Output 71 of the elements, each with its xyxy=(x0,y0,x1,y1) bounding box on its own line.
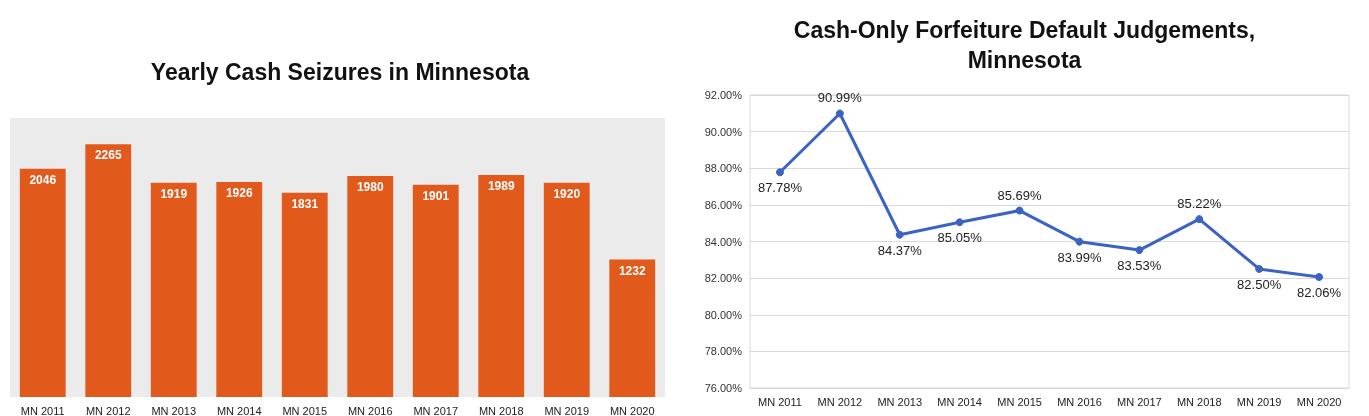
x-tick-label: MN 2017 xyxy=(1117,395,1162,408)
data-label: 2046 xyxy=(29,172,57,187)
x-tick-label: MN 2016 xyxy=(1057,395,1102,408)
x-tick-label: MN 2020 xyxy=(1296,395,1342,408)
x-tick-label: MN 2017 xyxy=(413,404,459,416)
data-label: 82.06% xyxy=(1297,285,1342,301)
point xyxy=(775,168,784,177)
x-tick-label: MN 2012 xyxy=(85,404,131,416)
data-label: 85.05% xyxy=(937,230,983,246)
data-label: 85.69% xyxy=(997,187,1043,203)
data-label: 1980 xyxy=(356,180,384,195)
bar xyxy=(281,192,328,397)
x-tick-label: MN 2011 xyxy=(20,404,65,416)
data-label: 1901 xyxy=(422,188,450,203)
x-tick-label: MN 2018 xyxy=(478,404,524,416)
data-label: 1831 xyxy=(291,196,319,211)
x-tick-label: MN 2019 xyxy=(1236,395,1282,408)
y-tick-label: 82.00% xyxy=(704,272,743,285)
x-tick-label: MN 2011 xyxy=(758,395,802,408)
chart-title: Yearly Cash Seizures in Minnesota xyxy=(150,59,530,85)
point xyxy=(1255,264,1264,273)
x-tick-label: MN 2020 xyxy=(609,404,655,416)
data-label: 87.78% xyxy=(757,180,803,196)
point xyxy=(1195,215,1204,224)
data-label: 90.99% xyxy=(817,90,863,106)
x-tick-label: MN 2019 xyxy=(544,404,590,416)
data-label: 2265 xyxy=(94,148,122,163)
x-tick-label: MN 2013 xyxy=(151,404,197,416)
bar xyxy=(19,168,66,397)
data-label: 1926 xyxy=(225,186,253,201)
bar xyxy=(478,175,525,397)
data-label: 83.53% xyxy=(1117,258,1162,274)
point xyxy=(895,230,904,239)
y-tick-label: 78.00% xyxy=(704,345,743,358)
x-tick-label: MN 2016 xyxy=(347,404,393,416)
chart-title: Cash-Only Forfeiture Default Judgements, Minnesota xyxy=(793,17,1256,73)
y-tick-label: 88.00% xyxy=(704,162,743,175)
point xyxy=(1135,246,1144,255)
bar xyxy=(412,184,459,397)
bar xyxy=(150,182,197,397)
point xyxy=(1315,273,1324,282)
bar xyxy=(609,259,656,397)
y-tick-label: 90.00% xyxy=(704,125,743,138)
bar xyxy=(85,144,132,397)
data-label: 1989 xyxy=(487,179,515,194)
data-label: 1232 xyxy=(618,263,646,278)
y-tick-label: 84.00% xyxy=(704,235,743,248)
data-label: 84.37% xyxy=(877,242,923,258)
bar xyxy=(216,182,263,397)
bar xyxy=(543,182,590,397)
data-label: 82.50% xyxy=(1237,276,1282,292)
y-tick-label: 76.00% xyxy=(704,382,743,394)
point xyxy=(955,218,964,227)
data-label: 1919 xyxy=(160,186,188,201)
x-tick-label: MN 2015 xyxy=(997,395,1042,408)
x-tick-label: MN 2012 xyxy=(817,395,863,408)
y-tick-label: 80.00% xyxy=(704,308,743,321)
data-label: 85.22% xyxy=(1177,196,1222,212)
point xyxy=(1075,237,1084,246)
data-label: 1920 xyxy=(553,186,581,201)
point xyxy=(835,109,844,118)
bar xyxy=(347,176,394,397)
x-tick-label: MN 2014 xyxy=(937,395,982,408)
y-tick-label: 92.00% xyxy=(704,89,743,101)
x-tick-label: MN 2013 xyxy=(877,395,923,408)
data-label: 83.99% xyxy=(1057,249,1102,265)
y-tick-label: 86.00% xyxy=(704,198,743,211)
x-tick-label: MN 2015 xyxy=(282,404,328,416)
x-tick-label: MN 2014 xyxy=(216,404,262,416)
point xyxy=(1015,206,1024,215)
x-tick-label: MN 2018 xyxy=(1176,395,1222,408)
